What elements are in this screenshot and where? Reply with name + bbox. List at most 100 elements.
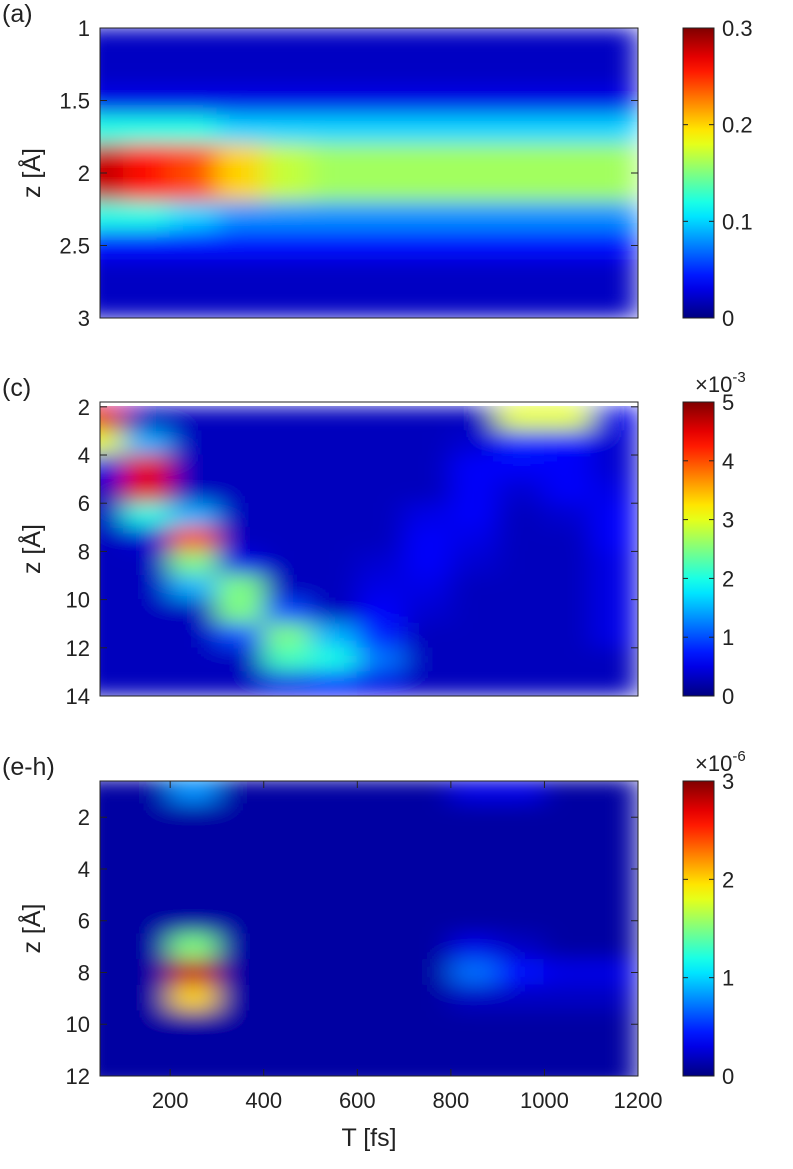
heatmap-cell — [590, 575, 638, 601]
heatmap-cell — [403, 550, 452, 577]
heatmap-cell — [450, 907, 499, 935]
heatmap-cell — [310, 502, 358, 528]
heatmap-cell — [497, 259, 545, 290]
heatmap-cell — [590, 114, 638, 145]
heatmap-cell — [590, 599, 638, 625]
heatmap-cell — [169, 933, 218, 961]
heatmap-cell — [122, 599, 171, 625]
heatmap-cell — [263, 56, 312, 87]
y-tick-label: 3 — [78, 306, 90, 331]
heatmap-cell — [543, 172, 592, 203]
heatmap-cell — [543, 1010, 592, 1038]
heatmap-cell — [310, 881, 358, 909]
heatmap-cell — [122, 478, 171, 504]
colorbar-tick-label: 1 — [722, 966, 734, 991]
heatmap-cell — [543, 550, 592, 577]
heatmap-cell — [310, 430, 358, 456]
heatmap-cell — [497, 933, 545, 961]
heatmap-cell — [543, 829, 592, 857]
heatmap-cell — [590, 526, 638, 552]
y-tick-label: 2 — [78, 805, 90, 830]
heatmap-cell — [169, 143, 218, 174]
heatmap-cell — [100, 855, 124, 883]
heatmap-cell — [356, 114, 405, 145]
heatmap-cell — [543, 85, 592, 116]
y-tick-label: 2.5 — [59, 234, 90, 259]
heatmap-cell — [100, 406, 124, 432]
heatmap — [100, 406, 638, 696]
heatmap-cell — [263, 406, 312, 432]
heatmap-cell — [310, 855, 358, 883]
heatmap-cell — [403, 1010, 452, 1038]
heatmap-cell — [216, 502, 265, 528]
heatmap-cell — [497, 454, 545, 480]
heatmap-cell — [216, 984, 265, 1012]
y-axis-label: z [Å] — [16, 148, 46, 198]
heatmap-cell — [169, 56, 218, 87]
heatmap-cell — [403, 599, 452, 625]
heatmap-cell — [497, 201, 545, 232]
heatmap-cell — [122, 201, 171, 232]
colorbar-tick-label: 3 — [722, 769, 734, 794]
heatmap-cell — [356, 230, 405, 261]
heatmap-cell — [216, 85, 265, 116]
heatmap-cell — [216, 959, 265, 986]
heatmap-cell — [497, 1010, 545, 1038]
y-tick-label: 4 — [78, 443, 90, 468]
y-tick-label: 14 — [66, 684, 90, 709]
heatmap-cell — [543, 881, 592, 909]
heatmap-cell — [403, 288, 452, 318]
heatmap-cell — [590, 259, 638, 290]
heatmap-cell — [403, 907, 452, 935]
heatmap-cell — [497, 829, 545, 857]
y-tick-label: 2 — [78, 395, 90, 420]
heatmap-cell — [100, 984, 124, 1012]
heatmap-cell — [100, 259, 124, 290]
heatmap-cell — [310, 984, 358, 1012]
heatmap-cell — [590, 803, 638, 831]
heatmap-cell — [216, 1062, 265, 1076]
heatmap-cell — [403, 85, 452, 116]
heatmap-cell — [263, 201, 312, 232]
heatmap-cell — [543, 803, 592, 831]
y-tick-label: 6 — [78, 909, 90, 934]
heatmap-cell — [122, 406, 171, 432]
heatmap-cell — [590, 1036, 638, 1064]
heatmap-cell — [403, 201, 452, 232]
heatmap-cell — [263, 781, 312, 805]
heatmap-cell — [356, 829, 405, 857]
heatmap-cell — [497, 526, 545, 552]
heatmap-cell — [122, 56, 171, 87]
heatmap-cell — [450, 1062, 499, 1076]
heatmap-cell — [100, 781, 124, 805]
colorbar-tick-label: 3 — [722, 508, 734, 533]
heatmap-cell — [450, 406, 499, 432]
heatmap-cell — [590, 647, 638, 673]
heatmap-cell — [100, 599, 124, 625]
colorbar-tick-label: 1 — [722, 625, 734, 650]
heatmap-cell — [356, 56, 405, 87]
heatmap-cell — [497, 85, 545, 116]
heatmap-cell — [590, 201, 638, 232]
heatmap-cell — [356, 1036, 405, 1064]
heatmap-cell — [310, 172, 358, 203]
heatmap-cell — [216, 430, 265, 456]
heatmap-cell — [122, 550, 171, 577]
heatmap-cell — [590, 959, 638, 986]
heatmap-cell — [122, 829, 171, 857]
heatmap-cell — [216, 288, 265, 318]
heatmap-cell — [590, 933, 638, 961]
heatmap-cell — [169, 781, 218, 805]
colorbar-tick-label: 0 — [722, 1064, 734, 1089]
heatmap-cell — [169, 803, 218, 831]
heatmap-cell — [356, 959, 405, 986]
heatmap-cell — [356, 28, 405, 58]
heatmap-cell — [310, 85, 358, 116]
heatmap-cell — [590, 984, 638, 1012]
heatmap-cell — [543, 56, 592, 87]
heatmap-cell — [100, 201, 124, 232]
heatmap-cell — [100, 28, 124, 58]
heatmap-cell — [100, 671, 124, 696]
heatmap-cell — [403, 984, 452, 1012]
